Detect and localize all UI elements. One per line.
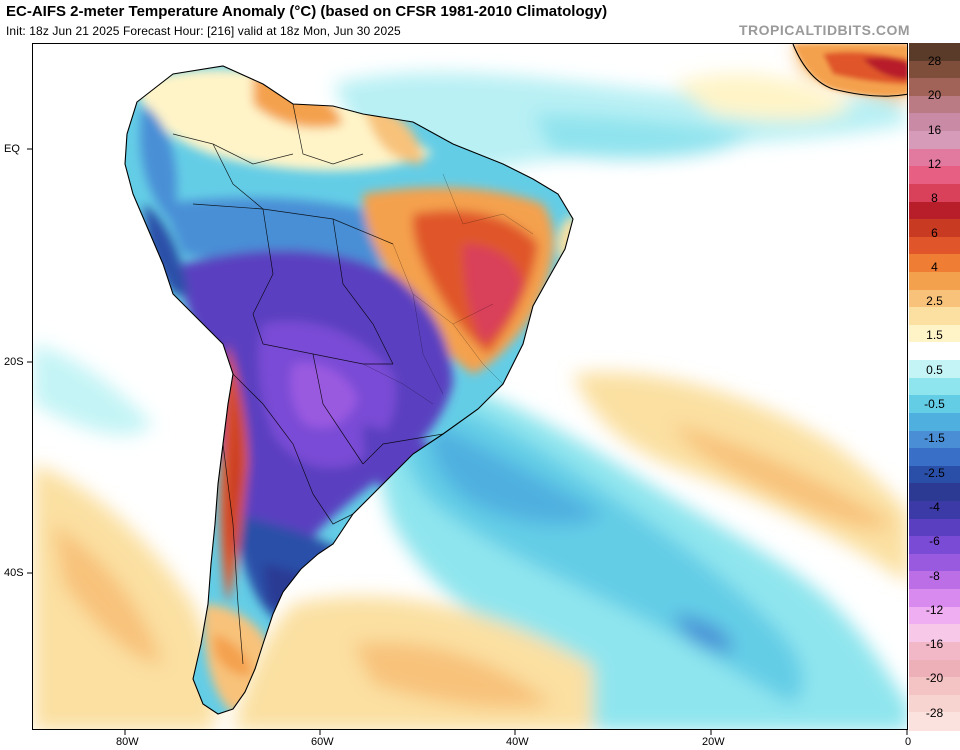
- colorbar-swatch: [909, 360, 960, 379]
- state-borders: [362, 173, 534, 405]
- colorbar-swatch: [909, 536, 960, 555]
- colorbar-swatch: [909, 201, 960, 220]
- colorbar-label: -16: [925, 637, 944, 652]
- lon-label-60w: 60W: [311, 736, 334, 748]
- colorbar-swatch: [909, 113, 960, 132]
- map-title: EC-AIFS 2-meter Temperature Anomaly (°C)…: [6, 3, 608, 20]
- colorbar-swatch: [909, 148, 960, 167]
- colorbar-swatch: [909, 289, 960, 308]
- colorbar: 28 20 16 12 8 6 4 2.5 1.5 0.5 -0.5 -1.5 -2.5 -4 -6 -8 -1…: [909, 43, 960, 731]
- colorbar-label: -2.5: [924, 465, 945, 480]
- colorbar-label: -12: [925, 602, 944, 617]
- colorbar-swatch: [909, 606, 960, 625]
- colorbar-label: 20: [927, 88, 942, 103]
- colorbar-swatch: [909, 483, 960, 502]
- colorbar-swatch: [909, 624, 960, 643]
- colorbar-label: 2.5: [926, 294, 943, 309]
- forecast-subtitle: Init: 18z Jun 21 2025 Forecast Hour: [21…: [6, 24, 401, 38]
- colorbar-label: -20: [925, 671, 944, 686]
- colorbar-label: -8: [929, 568, 940, 583]
- lat-label-eq: EQ: [4, 143, 20, 155]
- anomaly-map[interactable]: [32, 43, 908, 730]
- colorbar-swatch: [909, 448, 960, 467]
- colorbar-label: 4: [931, 259, 938, 274]
- colorbar-swatch: [909, 183, 960, 203]
- lat-label-40s: 40S: [4, 567, 24, 579]
- colorbar-swatch: [909, 501, 960, 520]
- colorbar-swatch: [909, 677, 960, 696]
- ocean-anomaly-field: [33, 44, 907, 729]
- colorbar-swatch: [909, 272, 960, 291]
- lat-label-20s: 20S: [4, 356, 24, 368]
- colorbar-swatch: [909, 219, 960, 238]
- colorbar-swatch: [909, 571, 960, 590]
- colorbar-label: 12: [927, 156, 942, 171]
- colorbar-swatch: [909, 60, 960, 79]
- colorbar-swatch: [909, 307, 960, 326]
- brand-watermark: TROPICALTIDBITS.COM: [738, 22, 910, 38]
- colorbar-swatch: [909, 78, 960, 97]
- colorbar-swatch: [909, 254, 960, 273]
- colorbar-swatch: [909, 342, 960, 361]
- colorbar-swatch: [909, 166, 960, 185]
- colorbar-swatch: [909, 377, 960, 396]
- colorbar-swatch: [909, 518, 960, 537]
- colorbar-swatch: [909, 324, 960, 344]
- colorbar-swatch: [909, 95, 960, 115]
- colorbar-label: -6: [929, 534, 940, 549]
- colorbar-label: 8: [931, 191, 938, 206]
- lon-label-40w: 40W: [506, 736, 529, 748]
- colorbar-swatch: [909, 465, 960, 484]
- lon-label-0: 0: [905, 736, 912, 748]
- colorbar-swatch: [909, 712, 960, 731]
- colorbar-label: -0.5: [924, 397, 945, 411]
- colorbar-swatch: [909, 589, 960, 608]
- colorbar-swatch: [909, 131, 960, 150]
- colorbar-swatch: [909, 659, 960, 678]
- colorbar-label: 16: [927, 122, 942, 137]
- colorbar-swatch: [909, 694, 960, 713]
- colorbar-swatch: [909, 43, 960, 62]
- colorbar-swatch: [909, 430, 960, 449]
- colorbar-label: -1.5: [924, 431, 945, 446]
- colorbar-label: -28: [925, 705, 944, 720]
- country-borders: [172, 103, 444, 665]
- colorbar-swatch: [909, 236, 960, 255]
- colorbar-label: 0.5: [926, 362, 943, 377]
- colorbar-swatch: [909, 641, 960, 661]
- colorbar-label: -4: [929, 499, 940, 514]
- colorbar-swatch: [909, 412, 960, 432]
- map-svg: [33, 44, 907, 729]
- lon-label-20w: 20W: [702, 736, 725, 748]
- colorbar-swatch: [909, 553, 960, 573]
- colorbar-label: 6: [931, 225, 938, 240]
- colorbar-swatch: [909, 395, 960, 414]
- colorbar-label: 28: [927, 54, 942, 68]
- coastlines: [124, 44, 907, 715]
- colorbar-label: 1.5: [926, 328, 943, 343]
- lon-label-80w: 80W: [116, 736, 139, 748]
